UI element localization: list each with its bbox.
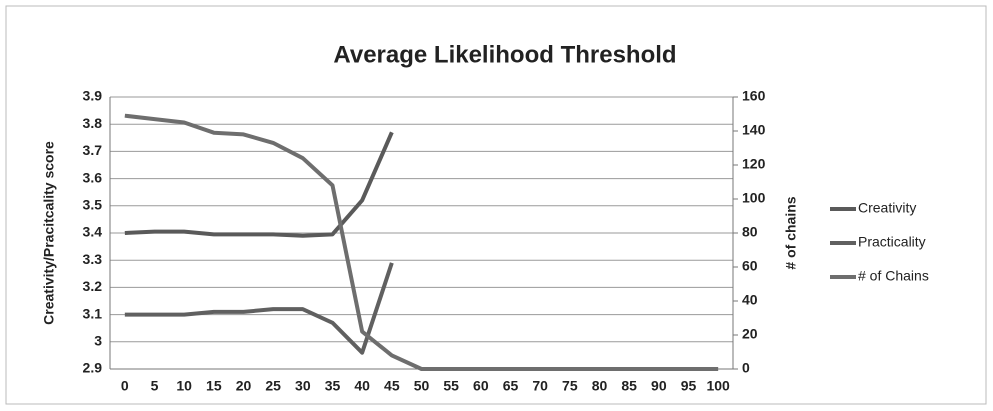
- y2-tick-label: 140: [742, 122, 766, 138]
- y2-tick-label: 80: [742, 224, 758, 240]
- x-tick-label: 10: [176, 378, 192, 394]
- series-line: [124, 131, 394, 238]
- y2-tick-label: 100: [742, 190, 766, 206]
- x-tick-label: 20: [236, 378, 252, 394]
- chart-title: Average Likelihood Threshold: [333, 41, 676, 68]
- legend-label: # of Chains: [858, 268, 929, 284]
- x-tick-label: 35: [325, 378, 341, 394]
- y2-tick-label: 120: [742, 156, 766, 172]
- x-tick-label: 80: [592, 378, 608, 394]
- y2-axis-label: # of chains: [783, 196, 799, 269]
- y-tick-label: 3.7: [83, 142, 103, 158]
- x-tick-label: 45: [384, 378, 400, 394]
- y-tick-label: 3.3: [83, 251, 103, 267]
- x-tick-label: 75: [562, 378, 578, 394]
- y-tick-label: 3.8: [83, 115, 103, 131]
- x-tick-label: 50: [414, 378, 430, 394]
- y-tick-label: 3.4: [83, 224, 103, 240]
- series-line: [124, 262, 394, 355]
- x-tick-label: 100: [706, 378, 730, 394]
- y-tick-label: 3.1: [83, 305, 103, 321]
- x-tick-label: 55: [443, 378, 459, 394]
- series-line: [124, 113, 719, 371]
- y2-tick-label: 0: [742, 360, 750, 376]
- y2-tick-label: 160: [742, 88, 766, 104]
- legend-label: Creativity: [858, 200, 916, 216]
- x-tick-label: 5: [151, 378, 159, 394]
- x-tick-label: 85: [621, 378, 637, 394]
- y-axis-label: Creativity/Pracitcality score: [41, 141, 57, 325]
- y-tick-label: 3.5: [83, 197, 103, 213]
- y2-tick-label: 40: [742, 292, 758, 308]
- legend-label: Practicality: [858, 234, 926, 250]
- y-tick-label: 3.2: [83, 278, 103, 294]
- y-tick-label: 3.9: [83, 88, 103, 104]
- x-tick-label: 40: [354, 378, 370, 394]
- y2-tick-label: 20: [742, 326, 758, 342]
- y-tick-label: 2.9: [83, 360, 103, 376]
- x-tick-label: 70: [532, 378, 548, 394]
- y-tick-label: 3.6: [83, 169, 103, 185]
- x-tick-label: 15: [206, 378, 222, 394]
- x-tick-label: 90: [651, 378, 667, 394]
- x-tick-label: 30: [295, 378, 311, 394]
- x-tick-label: 25: [265, 378, 281, 394]
- y-tick-label: 3: [94, 333, 102, 349]
- x-tick-label: 95: [681, 378, 697, 394]
- x-tick-label: 65: [503, 378, 519, 394]
- chart-border: [5, 5, 987, 405]
- x-tick-label: 0: [121, 378, 129, 394]
- y2-tick-label: 60: [742, 258, 758, 274]
- x-tick-label: 60: [473, 378, 489, 394]
